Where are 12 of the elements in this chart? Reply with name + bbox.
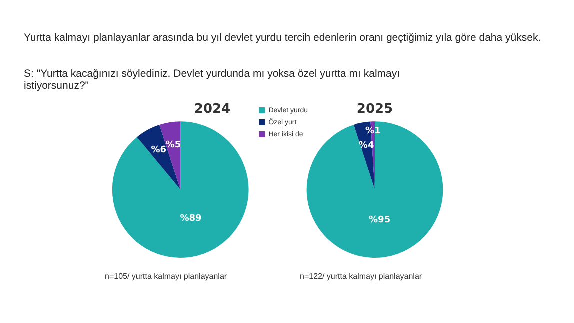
text: n=122/ yurtta kalmayı planlayanlar <box>300 272 422 281</box>
text: Yurtta kalmayı planlayanlar arasında bu yıl devlet yurdu tercih edenlerin oranı geçtiğimiz yıla göre daha yüksek. <box>24 32 542 44</box>
chart-title: 2024 <box>194 102 231 118</box>
data-label: %4 <box>358 140 374 151</box>
chart-title: 2025 <box>356 102 394 118</box>
data-label: %89 <box>180 214 202 224</box>
text: S: "Yurtta kacağınızı söylediniz. Devlet yurdunda mı yoksa özel yurtta mı kalmayı istiyorsunuz?" <box>24 68 402 92</box>
data-label: %95 <box>369 215 391 226</box>
data-label: %5 <box>166 140 182 151</box>
data-label: %6 <box>151 146 167 156</box>
text: n=105/ yurtta kalmayı planlayanlar <box>105 272 228 281</box>
data-label: %1 <box>366 126 381 137</box>
